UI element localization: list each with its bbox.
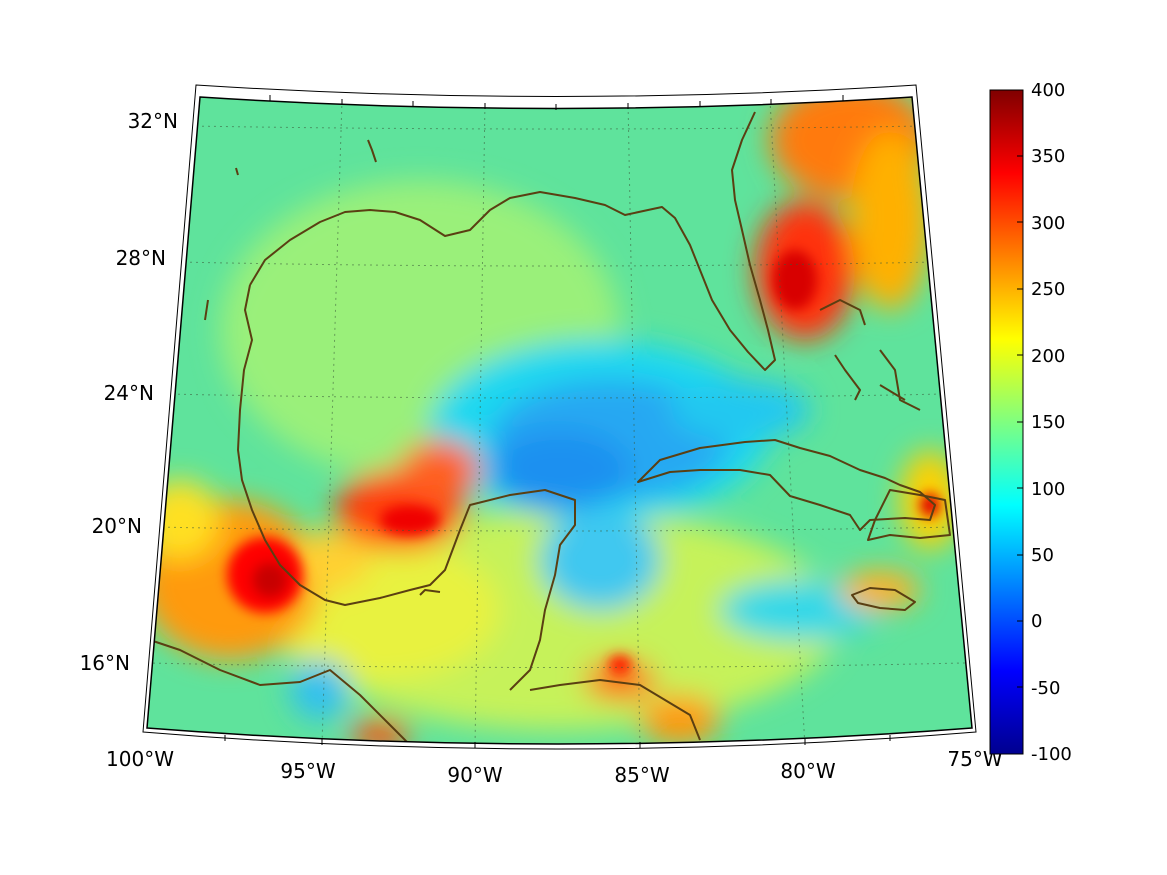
colorbar: 400 350 300 250 200 150 100 50 0 -50 -10… xyxy=(989,80,1072,765)
colorbar-tick-200: 200 xyxy=(1031,346,1065,367)
lat-label-32: 32°N xyxy=(128,109,178,133)
lon-label-90: 90°W xyxy=(447,763,502,787)
lon-label-80: 80°W xyxy=(780,759,835,783)
lon-label-100: 100°W xyxy=(106,747,174,771)
colorbar-tick-minus50: -50 xyxy=(1031,678,1060,699)
colorbar-tick-50: 50 xyxy=(1031,545,1054,566)
lat-label-28: 28°N xyxy=(116,246,166,270)
colorbar-tick-0: 0 xyxy=(1031,611,1042,632)
lon-label-85: 85°W xyxy=(614,763,669,787)
colorbar-tick-300: 300 xyxy=(1031,213,1065,234)
colorbar-tick-minus100: -100 xyxy=(1031,744,1072,765)
coastlines xyxy=(149,111,951,744)
latitude-labels: 32°N 28°N 24°N 20°N 16°N xyxy=(80,109,178,675)
longitude-labels: 100°W 95°W 90°W 85°W 80°W 75°W xyxy=(106,747,1003,787)
colorbar-tick-150: 150 xyxy=(1031,412,1065,433)
graticule xyxy=(147,99,966,744)
data-field xyxy=(147,97,972,744)
lat-label-24: 24°N xyxy=(104,381,154,405)
colorbar-tick-100: 100 xyxy=(1031,479,1065,500)
map-frame xyxy=(142,84,977,750)
colorbar-tick-400: 400 xyxy=(1031,80,1065,101)
colorbar-tick-350: 350 xyxy=(1031,146,1065,167)
lat-label-16: 16°N xyxy=(80,651,130,675)
lon-label-95: 95°W xyxy=(280,759,335,783)
lat-label-20: 20°N xyxy=(92,514,142,538)
colorbar-tick-250: 250 xyxy=(1031,279,1065,300)
